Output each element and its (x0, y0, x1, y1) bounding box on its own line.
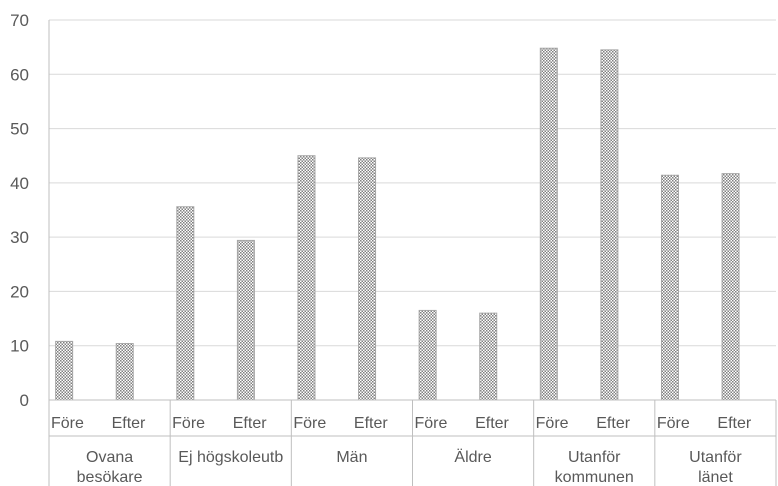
bar (660, 174, 679, 401)
bars (55, 47, 740, 401)
x-category-label: Före (415, 415, 448, 432)
y-tick-label: 60 (10, 65, 29, 84)
x-category-label: Efter (596, 415, 630, 432)
bar (297, 155, 316, 401)
x-axis: Före Efter Ovana besökare Före Efter Ej högsko… (48, 20, 777, 486)
gridlines (49, 19, 776, 347)
bar (55, 340, 74, 401)
x-category-label: Efter (354, 415, 388, 432)
x-group-label: länet (698, 469, 733, 486)
x-category-label: Efter (233, 415, 267, 432)
x-group-label: kommunen (555, 469, 634, 486)
x-group-label: Ej högskoleutb (178, 449, 283, 466)
bar (176, 206, 195, 401)
x-category-label: Efter (717, 415, 751, 432)
x-category-label: Före (51, 415, 84, 432)
bar (721, 173, 740, 401)
y-tick-label: 40 (10, 174, 29, 193)
x-group-label: Utanför (568, 449, 621, 466)
bar (600, 49, 619, 401)
x-category-label: Före (172, 415, 205, 432)
x-category-label: Efter (112, 415, 146, 432)
x-group-label: Äldre (454, 448, 491, 466)
bar (539, 47, 558, 401)
y-tick-label: 10 (10, 337, 29, 356)
x-group-label: Utanför (689, 449, 742, 466)
y-axis-tick-labels: 0 10 20 30 40 50 60 70 (10, 11, 29, 410)
y-tick-label: 50 (10, 120, 29, 139)
y-tick-label: 30 (10, 228, 29, 247)
x-group-label: Ovana (86, 449, 133, 466)
x-category-label: Före (536, 415, 569, 432)
x-group-label: besökare (77, 469, 143, 486)
bar (479, 312, 498, 401)
x-group-label: Män (336, 449, 367, 466)
bar (418, 309, 437, 401)
y-tick-label: 70 (10, 11, 29, 30)
bar (358, 157, 377, 401)
bar (115, 343, 134, 401)
y-tick-label: 0 (20, 391, 29, 410)
bar (236, 239, 255, 401)
x-category-label: Före (657, 415, 690, 432)
x-category-label: Efter (475, 415, 509, 432)
x-category-label: Före (293, 415, 326, 432)
y-tick-label: 20 (10, 282, 29, 301)
